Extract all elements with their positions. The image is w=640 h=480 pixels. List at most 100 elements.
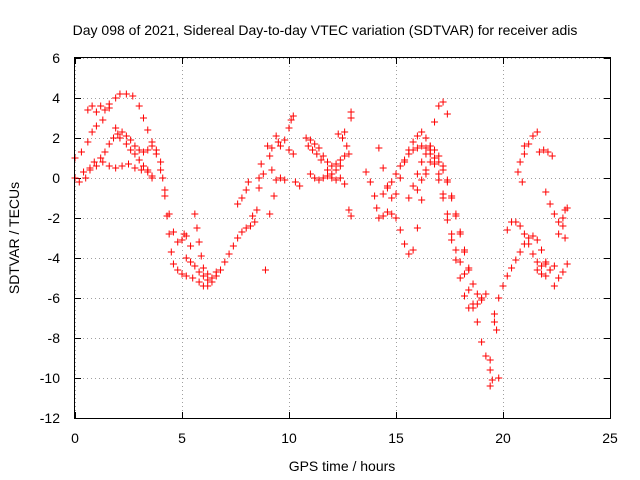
- data-point-s7: [249, 212, 257, 220]
- data-point-s7: [242, 186, 250, 194]
- data-point-s12: [435, 170, 443, 178]
- data-point-s15: [439, 166, 447, 174]
- data-point-s17: [525, 240, 533, 248]
- y-tick-label: 2: [52, 130, 60, 146]
- data-point-s19: [563, 260, 571, 268]
- data-point-s5: [159, 174, 167, 182]
- data-point-s16: [512, 256, 520, 264]
- data-point-s16: [490, 310, 498, 318]
- data-point-s7: [244, 178, 252, 186]
- data-point-s2: [152, 146, 160, 154]
- data-point-s5: [242, 224, 250, 232]
- data-point-s7: [266, 210, 274, 218]
- data-point-s5: [178, 270, 186, 278]
- data-point-s15: [418, 176, 426, 184]
- data-point-s5: [165, 230, 173, 238]
- data-point-s13: [456, 274, 464, 282]
- data-point-s2: [139, 148, 147, 156]
- data-point-s16: [516, 248, 524, 256]
- x-tick-label: 5: [178, 430, 186, 446]
- data-point-s12: [418, 128, 426, 136]
- data-point-s13: [448, 236, 456, 244]
- data-point-s17: [512, 218, 520, 226]
- data-point-s13: [473, 300, 481, 308]
- data-point-s11: [431, 118, 439, 126]
- data-point-s19: [542, 188, 550, 196]
- data-point-s14: [473, 290, 481, 298]
- data-point-s19: [550, 282, 558, 290]
- data-point-s2: [75, 178, 83, 186]
- data-point-s15: [456, 230, 464, 238]
- data-point-s2: [110, 134, 118, 142]
- data-point-s8: [285, 146, 293, 154]
- data-point-s13: [443, 216, 451, 224]
- data-point-s1: [88, 128, 96, 136]
- tick-labels: 0 5 10 15 20 25 -12 -10 -8 -6 -4 -2 0 2 4 6: [40, 50, 618, 446]
- data-point-s8: [268, 144, 276, 152]
- data-point-s18: [525, 140, 533, 148]
- data-point-s6: [208, 274, 216, 282]
- data-point-s13: [482, 290, 490, 298]
- data-point-s19: [561, 234, 569, 242]
- data-points: [71, 90, 571, 390]
- data-point-s3: [131, 150, 139, 158]
- data-point-s9: [319, 152, 327, 160]
- data-point-s10: [332, 176, 340, 184]
- data-point-s16: [499, 282, 507, 290]
- data-point-s5: [246, 222, 254, 230]
- data-point-s7: [255, 184, 263, 192]
- data-point-s10: [319, 174, 327, 182]
- data-point-s4: [80, 168, 88, 176]
- data-point-s1: [116, 90, 124, 98]
- data-point-s3: [88, 102, 96, 110]
- data-point-s1: [187, 242, 195, 250]
- data-point-s11: [405, 250, 413, 258]
- data-point-s9: [317, 156, 325, 164]
- data-point-s9: [313, 150, 321, 158]
- data-point-s10: [334, 130, 342, 138]
- data-point-s4: [112, 164, 120, 172]
- data-point-s19: [555, 274, 563, 282]
- y-tick-label: -12: [40, 410, 60, 426]
- data-point-s3: [127, 146, 135, 154]
- data-point-s15: [435, 158, 443, 166]
- data-point-s12: [473, 318, 481, 326]
- data-point-s14: [469, 280, 477, 288]
- data-point-s6: [195, 238, 203, 246]
- data-point-s17: [542, 272, 550, 280]
- data-point-s12: [379, 164, 387, 172]
- data-point-s18: [518, 178, 526, 186]
- data-point-s3: [101, 106, 109, 114]
- data-point-s11: [435, 102, 443, 110]
- data-point-s5: [169, 260, 177, 268]
- data-point-s7: [270, 192, 278, 200]
- data-point-s7: [238, 194, 246, 202]
- data-point-s4: [144, 168, 152, 176]
- data-point-s5: [161, 192, 169, 200]
- data-point-s10: [306, 170, 314, 178]
- data-point-s12: [422, 134, 430, 142]
- data-point-s12: [460, 270, 468, 278]
- data-point-s2: [90, 158, 98, 166]
- data-point-s18: [520, 150, 528, 158]
- data-point-s18: [516, 158, 524, 166]
- data-point-s9: [336, 156, 344, 164]
- data-point-s6: [212, 268, 220, 276]
- data-point-s2: [118, 128, 126, 136]
- data-point-s2: [144, 146, 152, 154]
- data-point-s4: [118, 162, 126, 170]
- data-point-s17: [529, 250, 537, 258]
- data-point-s6: [193, 224, 201, 232]
- data-point-s6: [195, 268, 203, 276]
- data-point-s7: [264, 142, 272, 150]
- x-axis-label: GPS time / hours: [289, 458, 396, 474]
- data-point-s13: [409, 146, 417, 154]
- data-point-s11: [413, 224, 421, 232]
- data-point-s2: [127, 136, 135, 144]
- data-point-s19: [555, 218, 563, 226]
- data-point-s11: [375, 214, 383, 222]
- data-point-s11: [373, 204, 381, 212]
- data-point-s10: [341, 180, 349, 188]
- data-point-s5: [225, 250, 233, 258]
- data-point-s1: [178, 236, 186, 244]
